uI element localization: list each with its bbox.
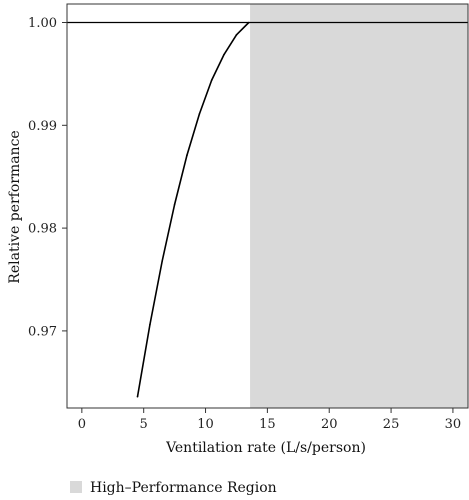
x-tick-label-5: 5 xyxy=(140,417,148,432)
x-tick-label-10: 10 xyxy=(197,417,214,432)
x-tick-label-15: 15 xyxy=(259,417,276,432)
y-tick-label-2: 0.99 xyxy=(28,119,57,134)
x-tick-label-25: 25 xyxy=(383,417,400,432)
x-tick-label-30: 30 xyxy=(445,417,462,432)
series-point-0-0 xyxy=(136,395,139,398)
x-tick-label-0: 0 xyxy=(78,417,86,432)
y-axis-title: Relative performance xyxy=(7,130,23,283)
x-tick-label-20: 20 xyxy=(321,417,338,432)
high-performance-region xyxy=(250,4,468,408)
series-layer xyxy=(136,21,250,398)
x-axis: 0 5 10 15 20 25 30 xyxy=(78,408,461,432)
y-tick-label-0: 0.97 xyxy=(28,324,57,339)
series-point-0-1 xyxy=(149,323,151,326)
shaded-region-layer xyxy=(250,4,468,408)
series-point-0-9 xyxy=(248,21,250,24)
series-point-0-3 xyxy=(173,203,176,206)
y-axis: 0.97 0.98 0.99 1.00 xyxy=(28,16,67,339)
series-point-0-2 xyxy=(161,260,164,262)
legend-swatch-high-performance-region xyxy=(70,481,82,493)
series-point-0-8 xyxy=(235,34,238,36)
series-point-0-7 xyxy=(223,53,225,56)
y-tick-label-3: 1.00 xyxy=(28,16,57,31)
series-point-0-5 xyxy=(198,113,201,115)
legend-label-high-performance-region: High–Performance Region xyxy=(90,480,277,496)
x-axis-title: Ventilation rate (L/s/person) xyxy=(165,440,366,456)
y-tick-label-1: 0.98 xyxy=(28,222,57,237)
legend: High–Performance Region xyxy=(70,480,277,496)
series-point-0-4 xyxy=(186,154,188,156)
series-point-0-6 xyxy=(210,79,213,81)
series-line-0 xyxy=(136,21,250,397)
